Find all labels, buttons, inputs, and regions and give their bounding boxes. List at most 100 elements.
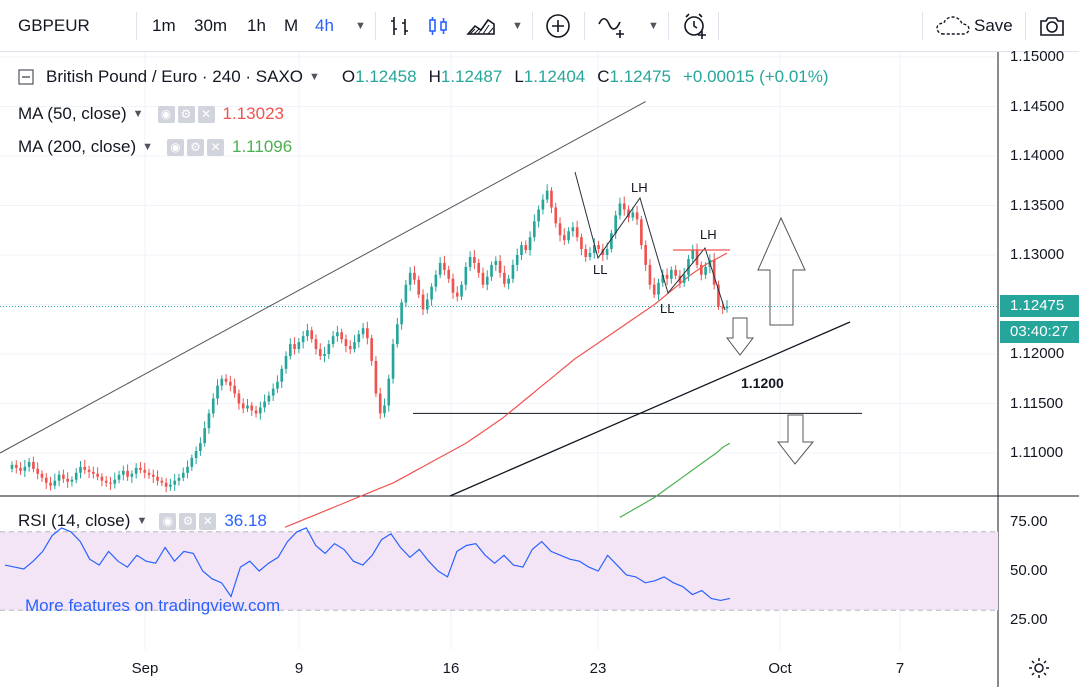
tradingview-watermark[interactable]: More features on tradingview.com (25, 596, 281, 615)
candle-body (92, 471, 95, 474)
symbol-search[interactable]: GBPEUR (18, 16, 90, 35)
candle-body (610, 233, 613, 250)
ma200-value: 1.11096 (232, 137, 293, 156)
candle-body (276, 381, 279, 389)
candle-body (717, 284, 720, 307)
candle-body (254, 410, 258, 414)
change-value: +0.00015 (+0.01%) (682, 67, 829, 86)
candle-body (117, 474, 121, 480)
ma200-line (619, 442, 731, 518)
candle-body (143, 469, 147, 473)
settings-icon[interactable]: ⚙ (177, 105, 195, 123)
candle-body (66, 478, 69, 482)
candle-body (396, 324, 399, 345)
candle-body (430, 286, 433, 300)
channel-lower-line (449, 321, 851, 497)
chart-type-dropdown-icon[interactable]: ▼ (512, 20, 523, 32)
candle-body (515, 255, 519, 265)
cloud-save-icon[interactable] (935, 0, 971, 52)
candle-body (704, 266, 707, 275)
interval-4h[interactable]: 4h (315, 16, 334, 35)
candle-body (126, 470, 129, 477)
rsi-band (0, 531, 998, 611)
candle-body (455, 292, 459, 297)
toolbar-divider (668, 12, 669, 40)
save-button[interactable]: Save (974, 16, 1013, 35)
candle-body (271, 388, 275, 396)
candle-body (36, 468, 40, 474)
settings-icon[interactable]: ⚙ (187, 138, 204, 156)
add-indicator-icon[interactable] (544, 0, 572, 52)
candle-body (541, 199, 545, 210)
eye-icon[interactable]: ◉ (159, 512, 177, 530)
series-dropdown-icon[interactable]: ▼ (309, 71, 320, 83)
candle-body (323, 354, 326, 356)
rsi-tick-label: 25.00 (1010, 611, 1048, 628)
candle-body (229, 381, 232, 386)
candle-body (545, 190, 549, 200)
compare-dropdown-icon[interactable]: ▼ (648, 20, 659, 32)
candle-body (528, 237, 532, 251)
candle-body (374, 360, 378, 394)
down-arrow-small (725, 317, 755, 356)
settings-icon[interactable]: ⚙ (179, 512, 197, 530)
remove-icon[interactable]: ✕ (197, 105, 215, 123)
candle-body (648, 264, 652, 285)
candle-body (306, 330, 309, 337)
rsi-dropdown-icon[interactable]: ▼ (136, 515, 148, 527)
candle-body (443, 262, 446, 270)
candle-body (134, 467, 138, 474)
ma200-dropdown-icon[interactable]: ▼ (142, 141, 153, 153)
eye-icon[interactable]: ◉ (167, 138, 184, 156)
candle-body (438, 262, 442, 275)
candle-body (186, 466, 189, 473)
candle-body (400, 302, 403, 325)
compare-icon[interactable] (596, 0, 628, 52)
chart-canvas[interactable] (0, 52, 1079, 687)
ma50-value: 1.13023 (222, 104, 284, 123)
collapse-icon[interactable] (18, 67, 34, 87)
candle-body (250, 405, 254, 411)
candle-body (584, 249, 588, 257)
series-legend: British Pound / Euro · 240 · SAXO ▼ O 1.1… (18, 67, 829, 87)
candle-body (447, 269, 451, 279)
candles-icon[interactable] (426, 0, 450, 52)
candle-body (348, 346, 352, 350)
interval-month[interactable]: M (284, 16, 299, 35)
candle-body (96, 473, 99, 477)
series-title: British Pound / Euro · 240 · SAXO (46, 67, 304, 86)
close-value: 1.12475 (609, 67, 671, 86)
remove-icon[interactable]: ✕ (207, 138, 224, 156)
rsi-line (4, 527, 731, 602)
time-tick-label: 23 (589, 660, 607, 677)
remove-icon[interactable]: ✕ (199, 512, 217, 530)
candle-body (357, 334, 361, 343)
candle-body (614, 215, 618, 234)
interval-dropdown-icon[interactable]: ▼ (355, 20, 366, 32)
candle-body (721, 306, 725, 309)
toolbar-divider (375, 12, 376, 40)
area-chart-icon[interactable] (466, 0, 496, 52)
settings-gear-icon[interactable] (1028, 642, 1050, 687)
candle-body (533, 221, 536, 238)
bar-chart-icon[interactable] (388, 0, 412, 52)
alert-icon[interactable] (680, 0, 710, 52)
candle-body (691, 250, 695, 259)
candle-body (164, 482, 168, 487)
interval-1h[interactable]: 1h (247, 16, 266, 35)
eye-icon[interactable]: ◉ (157, 105, 175, 123)
candle-body (139, 467, 142, 470)
candle-body (485, 276, 489, 285)
candle-body (494, 260, 498, 265)
interval-30m[interactable]: 30m (194, 16, 228, 35)
ma50-legend: MA (50, close) ▼ ◉ ⚙ ✕ 1.13023 (18, 104, 284, 124)
candle-body (53, 480, 57, 486)
candle-body (70, 479, 74, 482)
high-value: 1.12487 (440, 67, 503, 86)
candle-body (383, 405, 386, 414)
candle-body (481, 272, 485, 285)
ma50-dropdown-icon[interactable]: ▼ (132, 108, 144, 120)
time-tick-label: 16 (442, 660, 460, 677)
interval-1m[interactable]: 1m (152, 16, 176, 35)
camera-icon[interactable] (1038, 0, 1066, 52)
